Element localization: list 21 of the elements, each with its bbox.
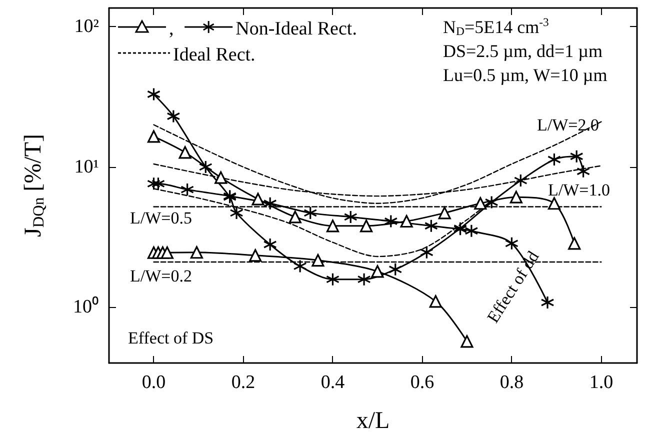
x-axis-title: x/L — [356, 408, 390, 434]
legend-label: Non-Ideal Rect. — [236, 18, 357, 40]
annotation: L/W=0.5 — [130, 208, 192, 228]
y-axis-title: JDQn [%/T] — [20, 134, 48, 237]
x-tick-label: 1.0 — [589, 372, 614, 393]
y-tick-label: 10¹ — [74, 156, 100, 178]
legend-label: Ideal Rect. — [173, 44, 256, 66]
annotation: L/W=1.0 — [548, 180, 610, 200]
annotation: Effect of DS — [128, 328, 214, 348]
annotation: DS=2.5 µm, dd=1 µm — [443, 41, 603, 61]
x-tick-label: 0.2 — [231, 372, 256, 393]
y-tick-label: 10² — [74, 16, 100, 38]
x-tick-label: 0.6 — [410, 372, 434, 393]
annotation: L/W=2.0 — [537, 116, 599, 134]
annotation: Lu=0.5 µm, W=10 µm — [443, 65, 608, 85]
legend-label: , — [169, 18, 174, 40]
x-tick-label: 0.4 — [320, 372, 346, 393]
x-tick-label: 0.8 — [500, 372, 524, 393]
x-tick-label: 0.0 — [142, 372, 166, 393]
annotation: L/W=0.2 — [130, 266, 192, 286]
y-tick-label: 10⁰ — [73, 296, 99, 318]
